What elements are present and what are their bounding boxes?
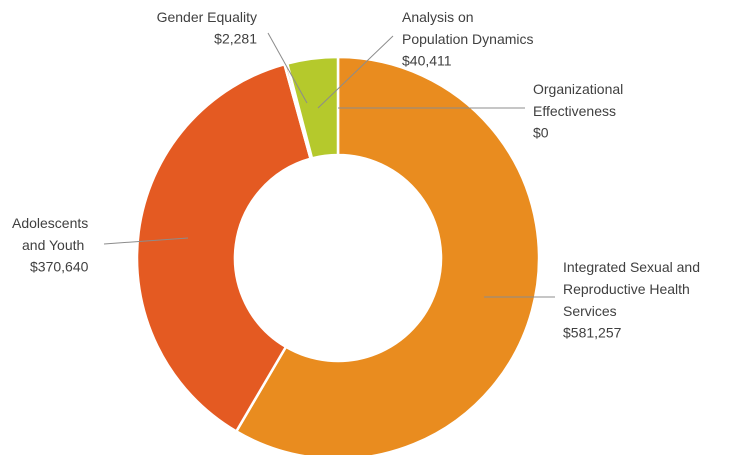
label-line: Reproductive Health bbox=[563, 281, 690, 297]
slice-label: Adolescents and Youth $370,640 bbox=[12, 215, 89, 275]
value-label: $370,640 bbox=[30, 259, 89, 275]
label-line: Population Dynamics bbox=[402, 31, 534, 47]
label-line: Effectiveness bbox=[533, 103, 616, 119]
slice-label: Gender Equality $2,281 bbox=[157, 9, 258, 47]
label-line: Organizational bbox=[533, 81, 623, 97]
label-line: Integrated Sexual and bbox=[563, 259, 700, 275]
value-label: $581,257 bbox=[563, 325, 622, 341]
leader-line bbox=[267, 32, 308, 104]
value-label: $0 bbox=[533, 125, 549, 141]
label-line: Gender Equality bbox=[157, 9, 257, 25]
donut-slice bbox=[234, 55, 541, 455]
category-label: Organizational Effectiveness bbox=[533, 81, 623, 119]
category-label: Adolescents and Youth bbox=[12, 215, 88, 253]
category-label: Gender Equality bbox=[157, 9, 257, 25]
slice-label: Analysis on Population Dynamics $40,411 bbox=[402, 9, 534, 69]
value-label: $40,411 bbox=[402, 53, 452, 69]
slice-label: Organizational Effectiveness $0 bbox=[533, 81, 623, 141]
value-label: $2,281 bbox=[214, 31, 257, 47]
slice-label: Integrated Sexual and Reproductive Health… bbox=[563, 259, 700, 341]
donut-slice bbox=[285, 55, 340, 160]
label-line: Adolescents bbox=[12, 215, 88, 231]
leader-line bbox=[317, 35, 394, 109]
leader-line bbox=[103, 237, 189, 245]
label-line: and Youth bbox=[22, 237, 84, 253]
label-line: Analysis on bbox=[402, 9, 474, 25]
donut-slice bbox=[135, 62, 313, 434]
category-label: Integrated Sexual and Reproductive Health… bbox=[563, 259, 700, 319]
category-label: Analysis on Population Dynamics bbox=[402, 9, 534, 47]
label-line: Services bbox=[563, 303, 617, 319]
